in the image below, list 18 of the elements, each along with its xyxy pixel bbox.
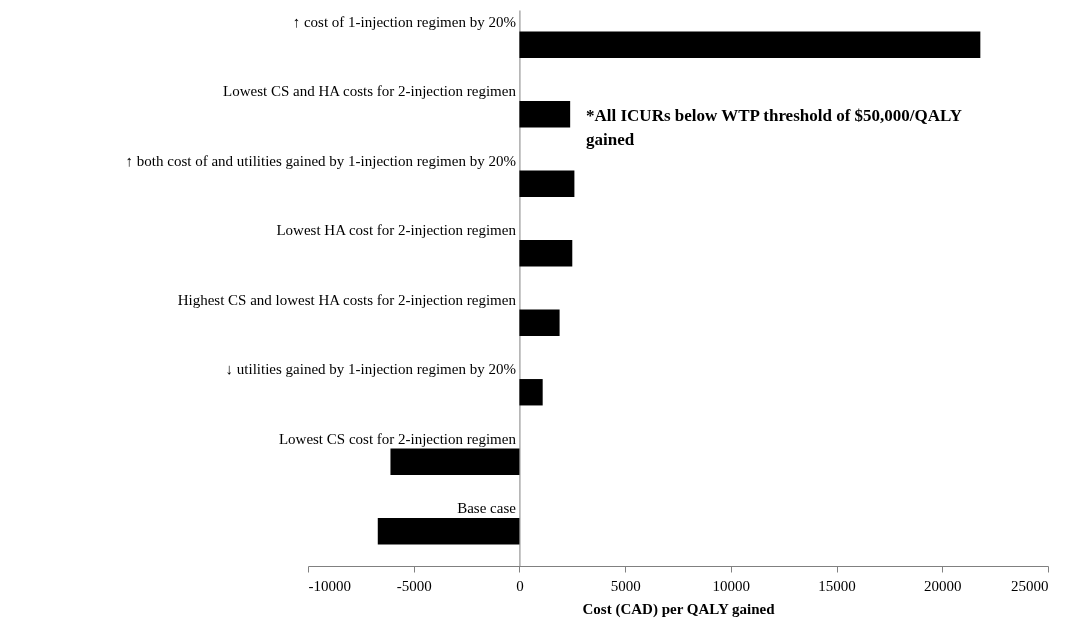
x-tick-label: 10000 — [712, 577, 751, 594]
x-axis-title: Cost (CAD) per QALY gained — [582, 600, 776, 618]
y-tick-label: Lowest HA cost for 2-injection regimen — [276, 222, 517, 239]
x-tick-label: 0 — [516, 577, 524, 594]
x-tick-label: 5000 — [610, 577, 641, 594]
y-tick-label: ↓ utilities gained by 1-injection regimen by 20% — [225, 361, 516, 378]
y-tick-label: Highest CS and lowest HA costs for 2-injection regimen — [177, 291, 517, 308]
x-tick-label: -10000 — [308, 577, 351, 594]
x-tick-label: 20000 — [924, 577, 962, 594]
x-tick-label: -5000 — [396, 577, 432, 594]
y-tick-label: ↑ both cost of and utilities gained by 1-injection regimen by 20% — [125, 152, 516, 169]
x-tick-label: 15000 — [818, 577, 856, 594]
y-tick-label: ↑ cost of 1-injection regimen by 20% — [292, 13, 516, 30]
annotation: *All ICURs below WTP threshold of $50,000/QALY gained — [586, 106, 963, 149]
y-tick-label: Lowest CS cost for 2-injection regimen — [278, 430, 517, 447]
y-tick-label: Base case — [457, 500, 517, 517]
y-tick-label: Lowest CS and HA costs for 2-injection regimen — [223, 83, 517, 100]
x-tick-label: 25000 — [1011, 577, 1049, 594]
